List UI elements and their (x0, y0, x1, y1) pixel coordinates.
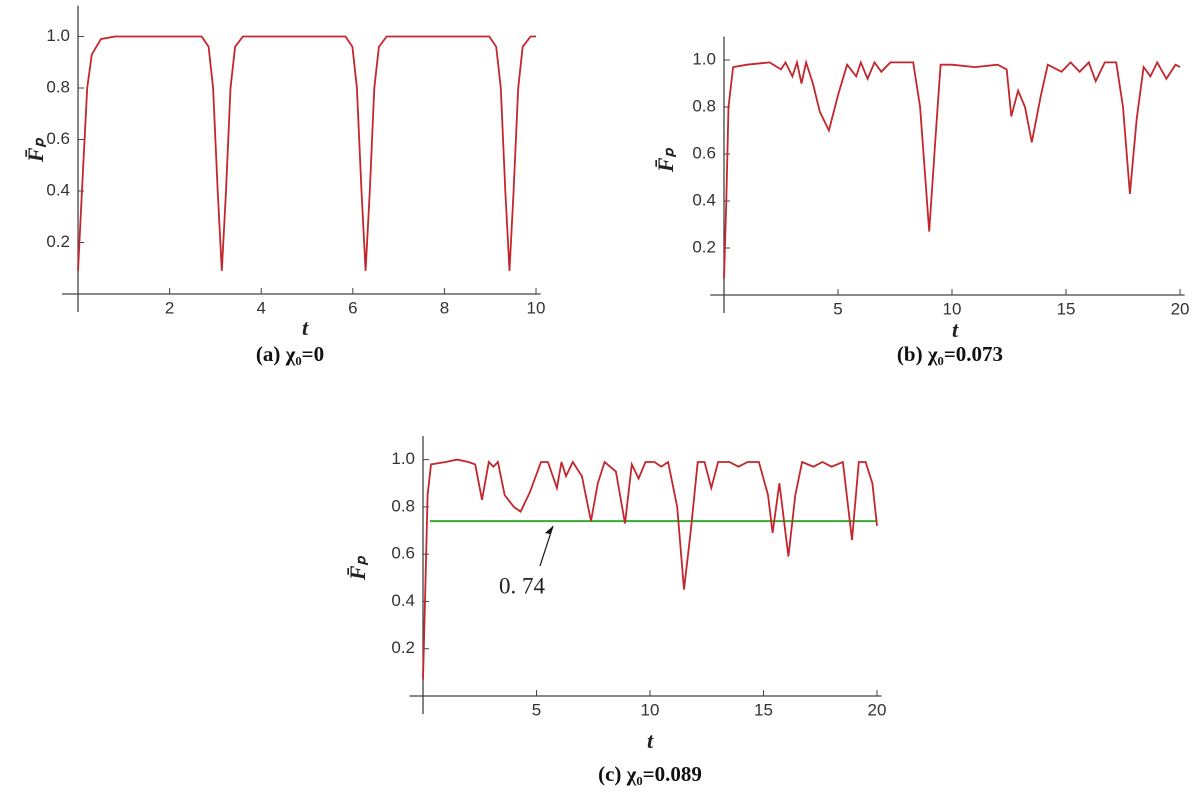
y-tick-label: 0.8 (391, 496, 415, 515)
y-tick-label: 0.2 (692, 237, 716, 256)
y-tick-label: 0.6 (46, 129, 70, 148)
x-tick-label: 20 (1171, 299, 1190, 318)
data-line (422, 458, 878, 680)
y-tick-label: 0.2 (391, 638, 415, 657)
arrow-head (545, 526, 553, 534)
annotation-arrow (539, 525, 554, 567)
y-tick-label: 0.2 (46, 232, 70, 251)
y-tick-label: 0.4 (692, 190, 716, 209)
x-axis-label: t (952, 317, 959, 342)
x-tick-label: 10 (641, 700, 660, 719)
y-tick-label: 0.6 (692, 143, 716, 162)
x-tick-label: 10 (527, 298, 546, 317)
caption: (a) χ₀=0 (256, 342, 324, 366)
x-tick-label: 15 (754, 700, 773, 719)
y-axis-label: F̄ₚ (345, 555, 370, 581)
y-tick-label: 0.8 (46, 77, 70, 96)
x-tick-label: 4 (256, 298, 265, 317)
y-tick-label: 1.0 (46, 26, 70, 45)
data-line (77, 35, 536, 271)
y-axis-label: F̄ₚ (23, 137, 48, 163)
caption: (c) χ₀=0.089 (598, 762, 702, 786)
x-axis-label: t (647, 728, 654, 753)
caption: (b) χ₀=0.073 (897, 342, 1003, 366)
y-tick-label: 1.0 (391, 449, 415, 468)
x-axis-label: t (302, 315, 309, 340)
y-tick-label: 1.0 (692, 49, 716, 68)
x-tick-label: 10 (943, 299, 962, 318)
y-tick-label: 0.4 (391, 591, 415, 610)
x-tick-label: 5 (833, 299, 842, 318)
x-tick-label: 15 (1057, 299, 1076, 318)
data-line (723, 58, 1181, 279)
x-tick-label: 6 (348, 298, 357, 317)
x-tick-label: 5 (532, 700, 541, 719)
x-tick-label: 2 (165, 298, 174, 317)
y-tick-label: 0.8 (692, 96, 716, 115)
y-tick-label: 0.4 (46, 180, 70, 199)
x-tick-label: 8 (440, 298, 449, 317)
annotation: 0. 74 (499, 573, 546, 598)
x-tick-label: 20 (867, 700, 886, 719)
y-axis-label: F̄ₚ (653, 147, 678, 173)
y-tick-label: 0.6 (391, 544, 415, 563)
